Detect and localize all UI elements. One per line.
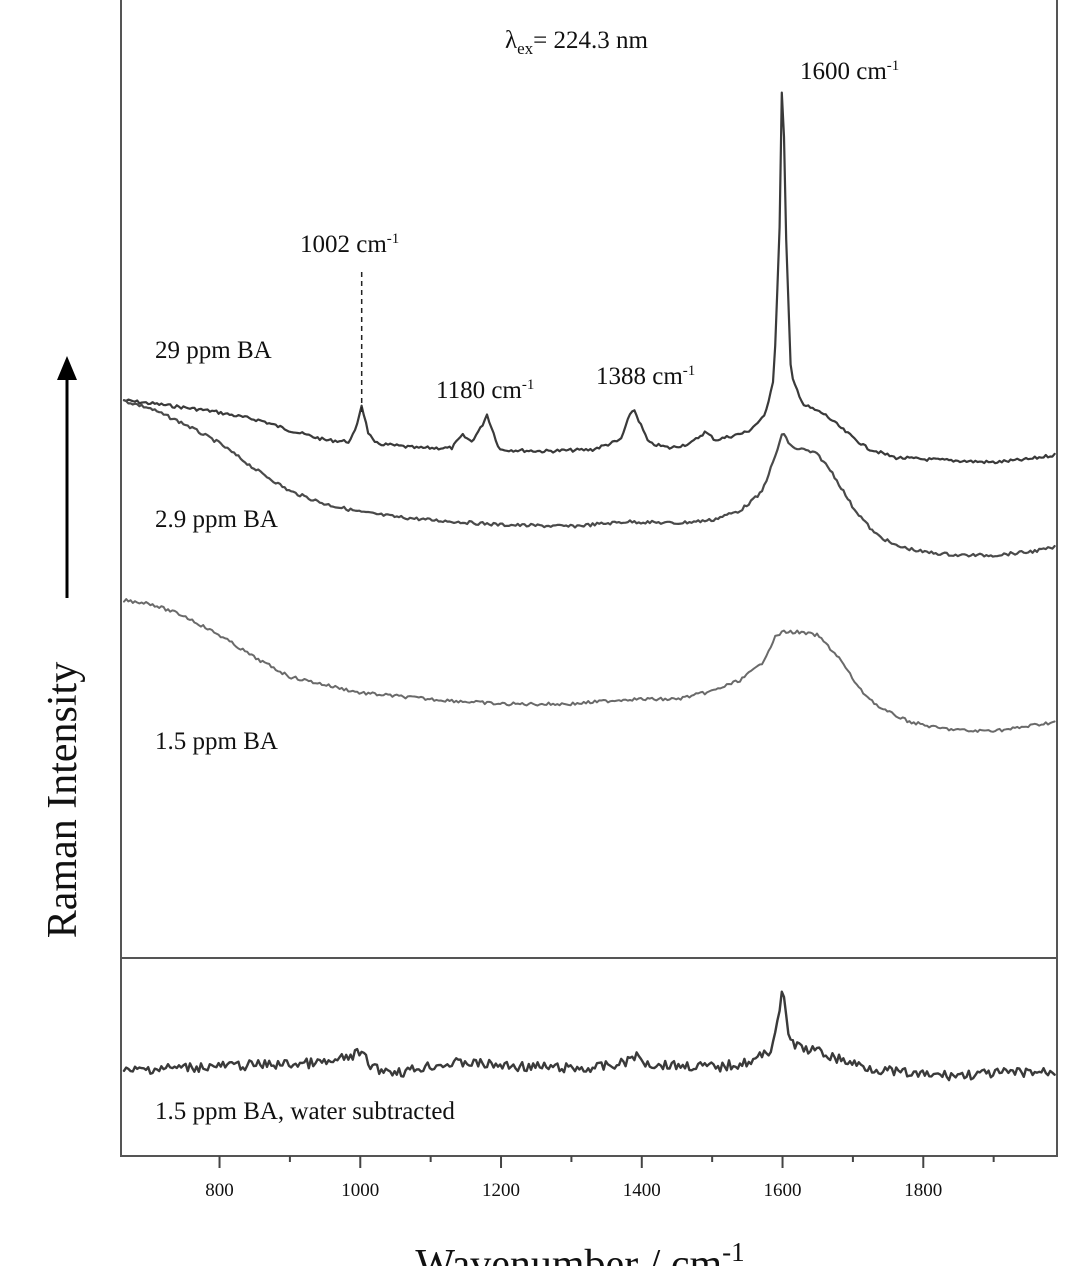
series-line-1 bbox=[122, 91, 1056, 465]
x-tick-label-1200: 1200 bbox=[482, 1180, 520, 1201]
spectra-traces bbox=[122, 91, 1056, 1082]
x-axis-ticks bbox=[218, 1156, 995, 1168]
x-axis-tick-labels: 800 1000 1200 1400 1600 1800 bbox=[205, 1180, 942, 1201]
peak-annotations: 1002 cm-1 1180 cm-1 1388 cm-1 1600 cm-1 bbox=[300, 58, 899, 412]
x-axis-label: Wavenumber / cm-1 bbox=[415, 1237, 744, 1266]
series-line-3 bbox=[123, 598, 1056, 733]
plot-frame bbox=[120, 0, 1058, 1157]
peak-label-1002: 1002 cm-1 bbox=[300, 231, 399, 258]
x-tick-label-1000: 1000 bbox=[341, 1180, 379, 1201]
peak-label-1600: 1600 cm-1 bbox=[800, 58, 899, 85]
x-tick-label-1400: 1400 bbox=[623, 1180, 661, 1201]
series-label-4: 1.5 ppm BA, water subtracted bbox=[155, 1098, 455, 1125]
y-axis-label: Raman Intensity bbox=[40, 662, 86, 938]
peak-label-1180: 1180 cm-1 bbox=[436, 377, 534, 404]
series-label-1: 29 ppm BA bbox=[155, 337, 272, 364]
series-labels: 29 ppm BA 2.9 ppm BA 1.5 ppm BA 1.5 ppm BA,… bbox=[155, 337, 455, 1125]
series-line-4 bbox=[122, 990, 1056, 1082]
x-tick-label-800: 800 bbox=[205, 1180, 234, 1201]
excitation-wavelength-label: λex= 224.3 nm bbox=[505, 27, 649, 58]
y-axis-arrow bbox=[57, 356, 77, 598]
x-tick-label-1600: 1600 bbox=[764, 1180, 802, 1201]
x-tick-label-1800: 1800 bbox=[904, 1180, 942, 1201]
series-line-2 bbox=[122, 399, 1056, 558]
series-label-2: 2.9 ppm BA bbox=[155, 506, 278, 533]
peak-label-1388: 1388 cm-1 bbox=[596, 363, 695, 390]
series-label-3: 1.5 ppm BA bbox=[155, 728, 278, 755]
